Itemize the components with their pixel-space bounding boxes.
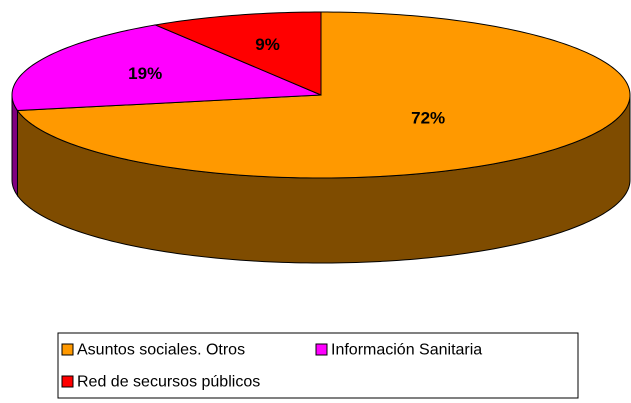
pie: 72% 19% 9% <box>11 11 631 264</box>
data-label: 72% <box>411 108 445 127</box>
legend-swatch <box>61 343 74 356</box>
data-label: 19% <box>128 64 162 83</box>
legend: Asuntos sociales. Otros Información Sanit… <box>61 342 482 391</box>
pie-slice <box>11 24 322 112</box>
data-label: 9% <box>255 35 280 54</box>
legend-label: Asuntos sociales. Otros <box>77 342 245 359</box>
legend-label: Información Sanitaria <box>331 342 482 359</box>
legend-swatch <box>315 343 328 356</box>
legend-swatch <box>61 375 74 388</box>
pie-slice <box>153 11 322 96</box>
legend-label: Red de secursos públicos <box>77 374 260 391</box>
pie-slice <box>16 11 631 179</box>
